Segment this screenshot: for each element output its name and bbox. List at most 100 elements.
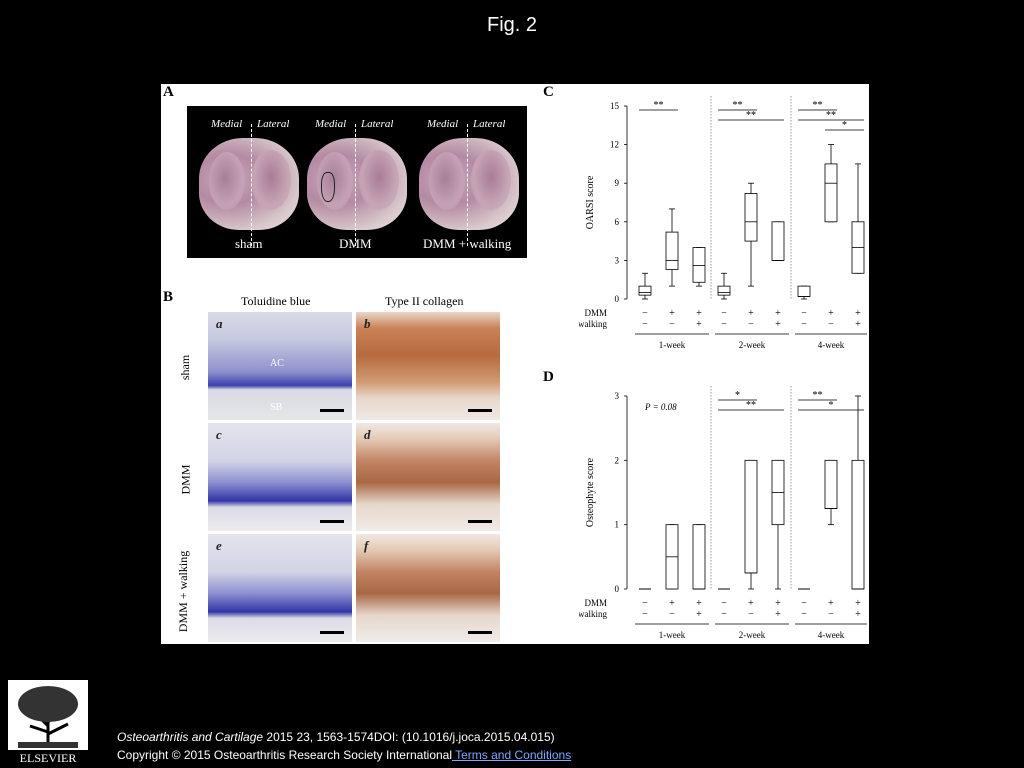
- walking-row-label: walking: [579, 319, 607, 329]
- dmm-row-label: DMM: [584, 598, 607, 608]
- dmm-sign: −: [801, 308, 807, 319]
- scale-bar: [468, 520, 492, 523]
- significance-label: **: [654, 100, 664, 111]
- box: [744, 193, 758, 242]
- journal-name: Osteoarthritis and Cartilage: [117, 730, 264, 744]
- medial-label-2: Medial: [315, 118, 347, 130]
- scale-bar: [320, 631, 344, 634]
- panel-letter-a: A: [163, 84, 174, 100]
- walking-sign: +: [775, 319, 781, 330]
- walking-sign: −: [748, 609, 754, 620]
- histology-image-e: e: [208, 534, 352, 642]
- y-tick-label: 1: [615, 520, 620, 530]
- terms-link[interactable]: Terms and Conditions: [452, 748, 572, 762]
- box: [824, 163, 838, 223]
- dmm-sign: −: [801, 598, 807, 609]
- citation-text: 2015 23, 1563-1574DOI: (10.1016/j.joca.2…: [263, 730, 555, 744]
- dmm-sign: +: [696, 598, 702, 609]
- y-tick-label: 3: [615, 391, 620, 401]
- walking-sign: −: [642, 319, 648, 330]
- y-axis-label: OARSI score: [585, 175, 596, 229]
- significance-label: *: [842, 120, 847, 131]
- panel-letter-c: C: [543, 84, 554, 100]
- lesion-outline: [321, 172, 335, 202]
- group-label-sham: sham: [235, 236, 263, 251]
- sublabel-f: f: [364, 538, 369, 553]
- figure-panel: A B C D Medial Lateral Medial Lateral Me…: [161, 84, 869, 644]
- histology-image-b: b: [356, 312, 500, 420]
- lateral-label-1: Lateral: [257, 118, 290, 130]
- significance-label: *: [735, 390, 740, 401]
- walking-sign: +: [855, 319, 861, 330]
- scale-bar: [320, 520, 344, 523]
- week-label: 4-week: [818, 630, 845, 640]
- significance-label: **: [746, 400, 756, 411]
- midline-3: [467, 124, 468, 246]
- walking-sign: −: [642, 609, 648, 620]
- sublabel-c: c: [216, 427, 222, 442]
- copyright-text: Copyright © 2015 Osteoarthritis Research…: [117, 748, 453, 762]
- tissue-label-sb: SB: [270, 402, 283, 413]
- box: [771, 221, 785, 261]
- week-label: 4-week: [818, 340, 845, 350]
- tissue-label-ac: AC: [270, 358, 284, 369]
- citation-line: Osteoarthritis and Cartilage 2015 23, 15…: [117, 730, 555, 744]
- walking-row-label: walking: [579, 609, 607, 619]
- y-tick-label: 0: [615, 584, 620, 594]
- box: [851, 459, 865, 590]
- p-value-annotation: P = 0.08: [644, 402, 677, 412]
- sublabel-e: e: [216, 538, 222, 553]
- histology-image-d: d: [356, 423, 500, 531]
- box: [638, 285, 652, 296]
- medial-label-3: Medial: [427, 118, 459, 130]
- dmm-sign: +: [748, 598, 754, 609]
- walking-sign: −: [801, 609, 807, 620]
- publisher-name: ELSEVIER: [20, 751, 77, 764]
- dmm-sign: −: [642, 308, 648, 319]
- y-tick-label: 15: [610, 101, 620, 111]
- y-tick-label: 3: [615, 255, 620, 265]
- dmm-sign: +: [828, 308, 834, 319]
- walking-sign: +: [855, 609, 861, 620]
- walking-sign: +: [696, 609, 702, 620]
- dmm-row-label: DMM: [584, 308, 607, 318]
- box: [797, 285, 811, 297]
- significance-label: **: [746, 110, 756, 121]
- scale-bar: [320, 409, 344, 412]
- significance-label: **: [733, 100, 743, 111]
- box: [692, 524, 706, 590]
- walking-sign: −: [669, 319, 675, 330]
- walking-sign: −: [828, 319, 834, 330]
- lateral-label-3: Lateral: [473, 118, 506, 130]
- box: [665, 231, 679, 270]
- sublabel-a: a: [216, 316, 223, 331]
- dmm-sign: +: [855, 308, 861, 319]
- significance-label: *: [829, 400, 834, 411]
- week-label: 1-week: [659, 340, 686, 350]
- sublabel-b: b: [364, 316, 371, 331]
- copyright-line: Copyright © 2015 Osteoarthritis Research…: [117, 748, 571, 762]
- histology-image-f: f: [356, 534, 500, 642]
- column-header-toluidine: Toluidine blue: [241, 294, 311, 308]
- medial-label-1: Medial: [211, 118, 243, 130]
- histology-image-c: c: [208, 423, 352, 531]
- box: [692, 247, 706, 283]
- walking-sign: −: [801, 319, 807, 330]
- y-tick-label: 0: [615, 294, 620, 304]
- histology-image-a: a AC SB: [208, 312, 352, 420]
- group-label-dmm-walking: DMM + walking: [423, 236, 512, 251]
- significance-label: **: [826, 110, 836, 121]
- walking-sign: +: [696, 319, 702, 330]
- week-label: 1-week: [659, 630, 686, 640]
- group-label-dmm: DMM: [339, 236, 372, 251]
- box: [824, 459, 838, 509]
- row-label-sham: sham: [178, 354, 193, 381]
- column-header-collagen: Type II collagen: [385, 294, 464, 308]
- dmm-sign: −: [642, 598, 648, 609]
- sublabel-d: d: [364, 427, 371, 442]
- week-label: 2-week: [739, 630, 766, 640]
- lateral-label-2: Lateral: [361, 118, 394, 130]
- y-axis-label: Osteophyte score: [585, 457, 596, 527]
- joint-photo-dmm: [307, 138, 407, 230]
